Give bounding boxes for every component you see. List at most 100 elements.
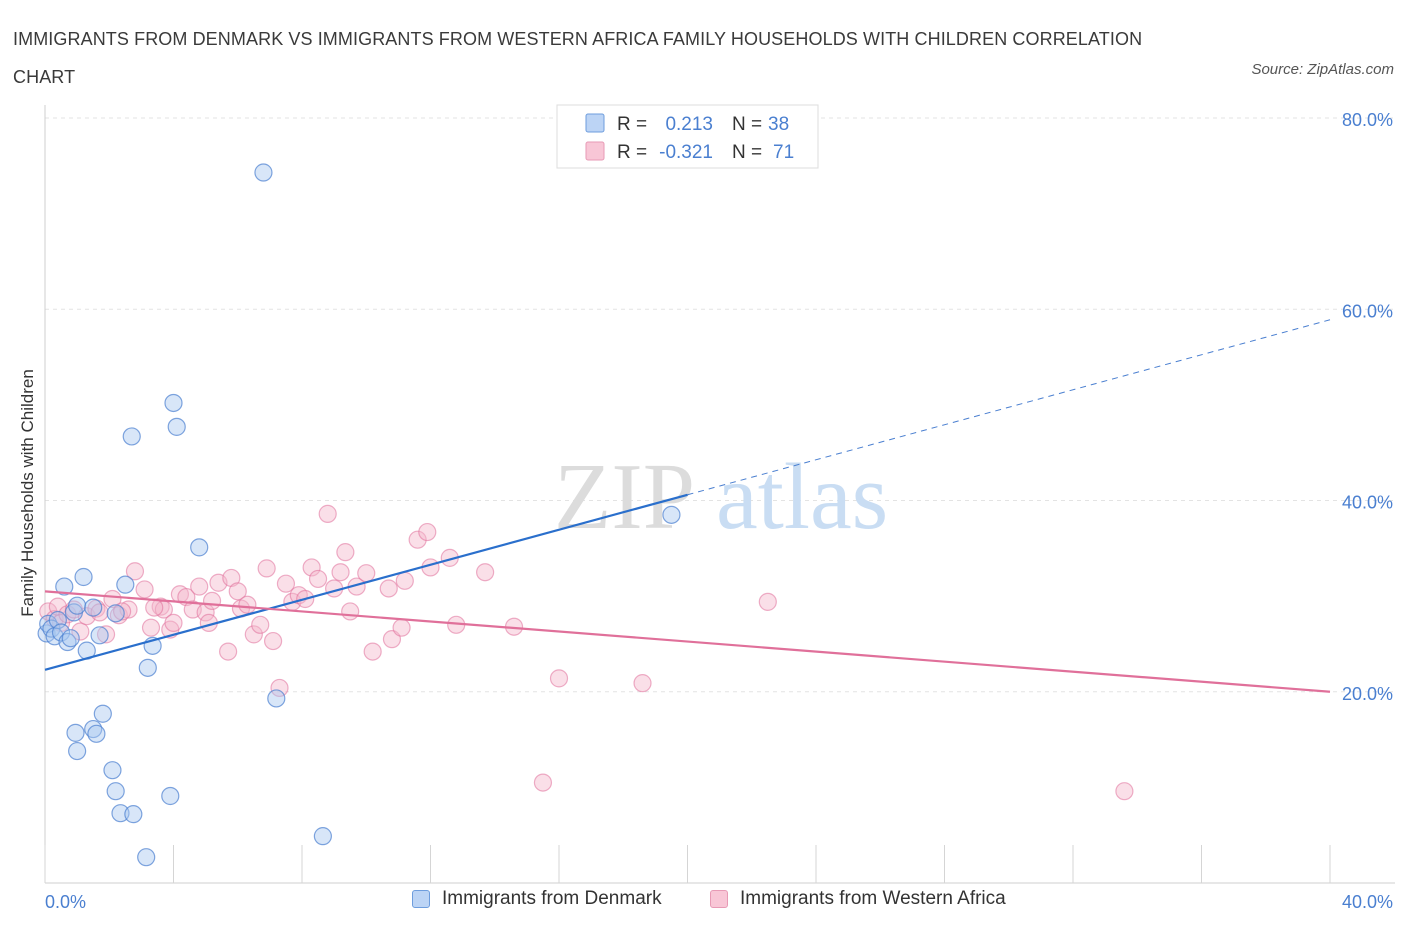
western-africa-point-44 (318, 504, 337, 523)
western-africa-point-63 (533, 773, 553, 792)
western-africa-point-67 (1115, 782, 1134, 801)
denmark-trend-line (44, 493, 688, 671)
western-africa-point-36 (263, 631, 283, 651)
western-africa-point-55 (395, 571, 414, 590)
denmark-point-14 (90, 626, 109, 645)
western-africa-point-57 (418, 522, 437, 542)
western-africa-point-15 (141, 618, 161, 637)
denmark-point-18 (66, 723, 85, 742)
denmark-point-10 (68, 596, 87, 615)
western-africa-point-32 (238, 595, 257, 614)
legend-r-value-2: -0.321 (659, 142, 713, 163)
western-africa-point-65 (633, 674, 652, 693)
axes (44, 105, 1395, 884)
western-africa-point-19 (164, 613, 183, 633)
western-africa-point-16 (151, 597, 170, 616)
western-africa-point-38 (276, 574, 296, 593)
western-africa-point-33 (244, 625, 263, 644)
legend-n-value-2: 71 (773, 142, 794, 163)
western-africa-point-23 (190, 577, 209, 596)
denmark-point-20 (103, 761, 122, 780)
western-africa-point-52 (379, 579, 398, 598)
denmark-point-5 (51, 623, 71, 642)
denmark-point-31 (164, 393, 183, 413)
denmark-point-19 (68, 741, 87, 761)
legend-r-value-1: 0.213 (665, 114, 713, 135)
y-axis-label: Family Households with Children (18, 369, 37, 617)
western-africa-point-37 (270, 678, 289, 698)
legend-r-label-1: R = (617, 114, 647, 135)
western-africa-point-51 (363, 642, 382, 661)
denmark-point-28 (138, 658, 157, 677)
legend-label-denmark: Immigrants from Denmark (442, 888, 662, 909)
legend-swatch-western-africa (710, 890, 728, 908)
western-africa-point-70 (145, 598, 164, 617)
western-africa-point-54 (392, 618, 411, 637)
western-africa-point-42 (302, 558, 321, 577)
western-africa-point-64 (549, 669, 569, 688)
western-africa-point-26 (202, 591, 222, 611)
trend-lines (44, 319, 1331, 693)
western-africa-point-14 (135, 580, 154, 599)
western-africa-trend-line (44, 590, 1331, 693)
series-denmark-points (37, 163, 681, 867)
legend-label-western-africa: Immigrants from Western Africa (740, 888, 1006, 909)
western-africa-point-56 (408, 530, 427, 549)
western-africa-point-28 (219, 642, 238, 661)
y-tick-label-1: 40.0% (1342, 493, 1393, 513)
western-africa-point-43 (308, 569, 328, 589)
western-africa-point-48 (341, 602, 360, 621)
y-tick-label-2: 60.0% (1342, 301, 1393, 321)
denmark-point-37 (662, 505, 681, 524)
denmark-point-6 (55, 577, 74, 596)
denmark-point-23 (124, 805, 143, 824)
denmark-point-26 (116, 575, 135, 594)
source-label: Source: ZipAtlas.com (1251, 61, 1394, 78)
legend-swatch-denmark (412, 890, 430, 908)
denmark-point-33 (190, 538, 209, 557)
denmark-point-35 (267, 689, 286, 708)
watermark-zip: ZIP (554, 445, 695, 549)
western-africa-point-6 (71, 622, 90, 641)
denmark-point-30 (161, 786, 180, 806)
legend-swatch-denmark (585, 113, 605, 133)
legend-swatch-western-africa (585, 141, 605, 161)
western-africa-point-13 (125, 562, 145, 581)
denmark-trend-extension (687, 319, 1331, 496)
denmark-point-25 (106, 604, 125, 623)
western-africa-point-69 (112, 602, 132, 621)
legend-r-label-2: R = (617, 142, 647, 163)
watermark: ZIP atlas (554, 445, 888, 549)
x-tick-label-max: 40.0% (1342, 892, 1393, 912)
denmark-point-15 (93, 704, 112, 723)
series-legend: Immigrants from Denmark Immigrants from … (0, 888, 1406, 916)
western-africa-point-34 (251, 615, 270, 634)
western-africa-point-47 (336, 543, 355, 562)
denmark-point-8 (61, 629, 80, 648)
legend-item-denmark[interactable]: Immigrants from Denmark (412, 888, 662, 910)
legend-item-western-africa[interactable]: Immigrants from Western Africa (710, 888, 1006, 910)
legend-n-label-1: N = (732, 114, 762, 135)
western-africa-point-46 (331, 563, 350, 582)
denmark-point-36 (313, 827, 332, 846)
western-africa-point-61 (476, 563, 495, 582)
western-africa-point-50 (357, 564, 376, 583)
denmark-point-13 (84, 598, 103, 617)
y-tick-labels: 20.0% 40.0% 60.0% 80.0% (1342, 110, 1393, 704)
western-africa-point-66 (758, 592, 777, 611)
western-africa-point-10 (103, 589, 122, 609)
denmark-point-21 (106, 782, 125, 801)
denmark-point-27 (122, 427, 141, 446)
denmark-point-34 (254, 163, 273, 182)
denmark-point-22 (111, 804, 130, 823)
chart-title: IMMIGRANTS FROM DENMARK VS IMMIGRANTS FR… (13, 29, 1143, 87)
watermark-atlas: atlas (716, 445, 888, 549)
western-africa-point-35 (257, 559, 276, 578)
denmark-point-17 (87, 724, 106, 743)
denmark-point-24 (137, 848, 156, 867)
legend-n-label-2: N = (732, 142, 762, 163)
western-africa-point-30 (228, 582, 247, 601)
stats-legend: R = 0.213 N = 38 R = -0.321 N = 71 (556, 104, 819, 169)
denmark-point-32 (167, 417, 186, 436)
